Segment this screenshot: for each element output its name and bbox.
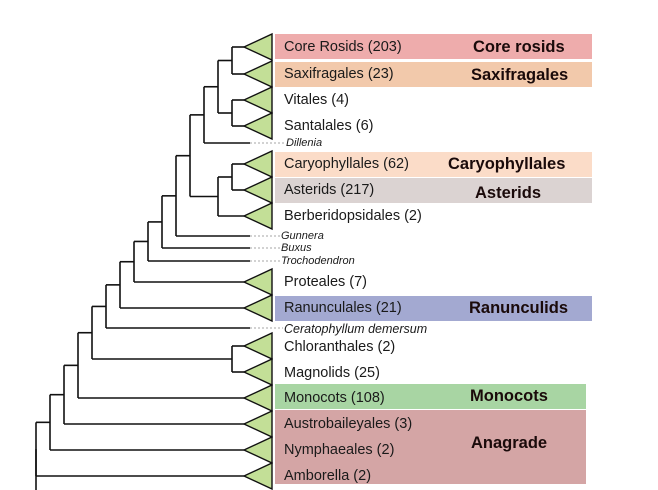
band-anagrade xyxy=(275,410,586,484)
tree-branches xyxy=(35,46,284,490)
taxon-berberidopsidales: Berberidopsidales (2) xyxy=(284,208,422,224)
clade-triangle-santalales xyxy=(242,111,273,141)
taxon-gunnera: Gunnera xyxy=(281,230,324,242)
clade-triangle-asterids xyxy=(242,175,273,205)
taxon-proteales: Proteales (7) xyxy=(284,274,368,290)
taxon-trochodendron: Trochodendron xyxy=(281,255,355,267)
taxon-ranunculales: Ranunculales (21) xyxy=(284,300,402,316)
band-caryophyllales xyxy=(275,152,592,177)
band-asterids xyxy=(275,178,592,203)
clade-triangle-austrobaileyales xyxy=(242,409,273,439)
taxon-ceratophyllum: Ceratophyllum demersum xyxy=(284,322,428,336)
clade-triangle-caryophyllales xyxy=(242,149,273,179)
band-monocots xyxy=(275,384,586,409)
taxon-dillenia: Dillenia xyxy=(286,137,323,149)
taxon-buxus: Buxus xyxy=(281,242,312,254)
taxon-saxifragales: Saxifragales (23) xyxy=(284,66,394,82)
taxon-magnolids: Magnolids (25) xyxy=(284,365,380,381)
group-label-core-rosids: Core rosids xyxy=(473,38,565,56)
group-label-monocots: Monocots xyxy=(470,387,548,405)
taxon-asterids: Asterids (217) xyxy=(284,182,375,198)
clade-triangle-ranunculales xyxy=(242,293,273,323)
taxon-santalales: Santalales (6) xyxy=(284,118,374,134)
taxon-core-rosids: Core Rosids (203) xyxy=(284,39,402,55)
band-core-rosids xyxy=(275,34,592,59)
collapsed-clade-triangles xyxy=(242,32,273,490)
clade-triangle-berberidopsidales xyxy=(242,201,273,231)
clade-triangle-proteales xyxy=(242,267,273,297)
clade-triangle-magnolids xyxy=(242,357,273,387)
taxon-chloranthales: Chloranthales (2) xyxy=(284,339,396,355)
taxon-amborella: Amborella (2) xyxy=(284,468,372,484)
band-saxifragales xyxy=(275,62,592,87)
clade-triangle-monocots xyxy=(242,383,273,413)
clade-triangle-core-rosids xyxy=(242,32,273,62)
taxon-nymphaeales: Nymphaeales (2) xyxy=(284,442,395,458)
group-label-saxifragales: Saxifragales xyxy=(471,66,569,84)
taxon-vitales: Vitales (4) xyxy=(284,92,350,108)
clade-triangle-amborella xyxy=(242,461,273,490)
taxon-monocots: Monocots (108) xyxy=(284,390,385,406)
group-label-asterids: Asterids xyxy=(475,184,542,202)
clade-triangle-vitales xyxy=(242,85,273,115)
clade-triangle-saxifragales xyxy=(242,59,273,89)
band-ranunculids xyxy=(275,296,592,321)
clade-triangle-chloranthales xyxy=(242,331,273,361)
taxon-caryophyllales: Caryophyllales (62) xyxy=(284,156,409,172)
clade-triangle-nymphaeales xyxy=(242,435,273,465)
taxon-austrobaileyales: Austrobaileyales (3) xyxy=(284,416,413,432)
group-label-caryophyllales: Caryophyllales xyxy=(448,155,566,173)
group-label-ranunculids: Ranunculids xyxy=(469,299,569,317)
group-label-anagrade: Anagrade xyxy=(471,434,548,452)
